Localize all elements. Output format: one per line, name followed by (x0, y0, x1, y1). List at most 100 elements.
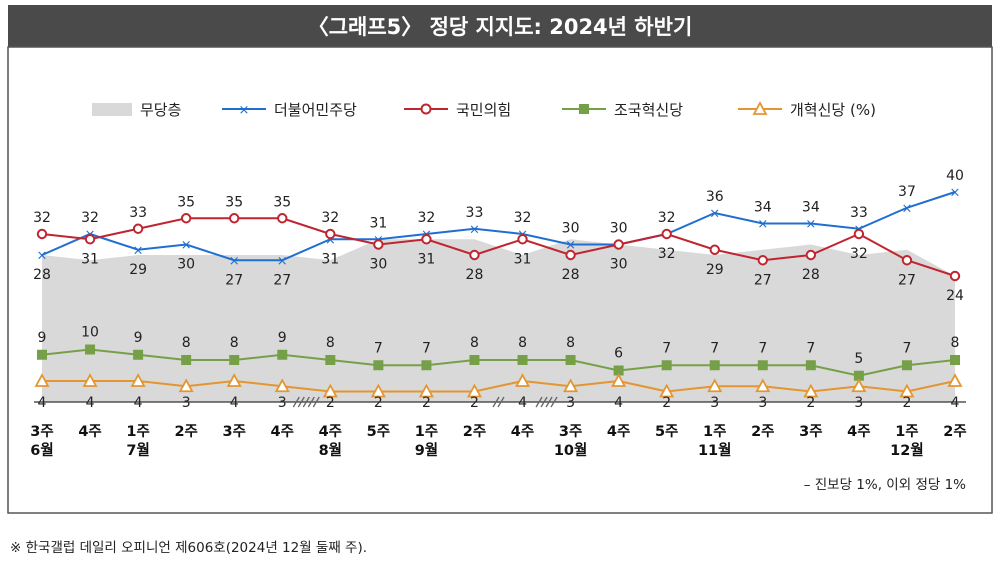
ppp-point (901, 255, 913, 266)
ppp-value-label: 32 (321, 210, 339, 226)
democratic-value-label: 29 (129, 262, 147, 278)
rebuilding-value-label: 7 (662, 340, 671, 356)
x-tick-week-label: 1주 (415, 423, 438, 440)
x-tick-week-label: 4주 (511, 423, 534, 440)
reform-point (466, 383, 482, 398)
democratic-value-label: 27 (225, 272, 243, 288)
reform-point (226, 373, 242, 387)
ppp-point (277, 213, 288, 224)
reform-value-label: 3 (854, 395, 863, 411)
rebuilding-point (421, 360, 432, 371)
democratic-value-label: 32 (418, 210, 436, 226)
reform-value-label: 4 (134, 395, 143, 411)
x-tick-week-label: 4주 (271, 423, 294, 440)
reform-point (370, 383, 386, 398)
reform-value-label: 3 (182, 395, 191, 411)
reform-value-label: 2 (374, 395, 383, 411)
ppp-value-label: 28 (802, 267, 820, 283)
no-party-area (42, 239, 955, 402)
democratic-point: × (37, 249, 48, 264)
x-tick-labels-layer: 3주 6월 4주 1주 7월 2주 3주 4주 4주 8월 5주 1주 9월 2주 4주 3주 10월 4주 5주 1… (30, 423, 966, 459)
reform-point (130, 373, 146, 387)
legend-marker-rebuilding (579, 104, 589, 114)
rebuilding-point (901, 360, 912, 371)
rebuilding-value-label: 8 (230, 335, 239, 351)
ppp-point (757, 255, 768, 266)
legend-label-ppp: 국민의힘 (456, 101, 511, 119)
democratic-point: × (950, 186, 961, 201)
rebuilding-value-label: 9 (134, 330, 143, 346)
x-tick-month-label: 8월 (319, 442, 342, 459)
ppp-point (229, 213, 240, 224)
ppp-value-label: 31 (418, 251, 436, 267)
democratic-point: × (133, 243, 144, 258)
x-tick-week-label: 1주 (703, 423, 726, 440)
ppp-point (565, 249, 576, 261)
ppp-point (373, 239, 384, 250)
democratic-point: × (565, 238, 576, 253)
ppp-value-label: 35 (225, 194, 243, 210)
reform-value-label: 3 (758, 395, 767, 411)
x-tick-week-label: 4주 (847, 423, 870, 440)
ppp-point (853, 228, 865, 240)
reform-value-label: 2 (470, 395, 479, 411)
reform-point (803, 383, 819, 398)
legend-label-democratic: 더불어민주당 (274, 101, 357, 119)
democratic-value-label: 34 (802, 200, 820, 216)
reform-value-label: 2 (902, 395, 911, 411)
series-lines-layer (41, 191, 956, 393)
ppp-value-label: 27 (898, 272, 916, 288)
ppp-line (41, 217, 956, 277)
title-bar (8, 5, 992, 47)
democratic-point: × (229, 254, 240, 269)
democratic-value-label: 30 (177, 257, 195, 273)
rebuilding-value-label: 6 (614, 346, 623, 362)
reform-point (563, 378, 579, 393)
ppp-value-label: 35 (273, 194, 291, 210)
rebuilding-point (853, 370, 864, 381)
democratic-value-label: 27 (273, 272, 291, 288)
rebuilding-point (661, 360, 672, 371)
axis-break-layer (292, 396, 558, 408)
ppp-point (132, 223, 144, 234)
democratic-value-label: 31 (369, 215, 387, 231)
democratic-value-label: 30 (562, 221, 580, 237)
x-tick-month-label: 9월 (415, 442, 438, 459)
x-tick-week-label: 5주 (367, 423, 390, 440)
reform-value-label: 2 (806, 395, 815, 411)
ppp-value-label: 32 (658, 246, 676, 262)
democratic-value-label: 32 (514, 210, 532, 226)
ppp-point (613, 239, 624, 250)
rebuilding-point (469, 355, 480, 365)
ppp-value-label: 33 (129, 205, 147, 221)
reform-point (947, 373, 963, 387)
reform-point (611, 373, 627, 387)
democratic-line (41, 191, 956, 262)
democratic-value-label: 31 (321, 251, 339, 267)
democratic-value-label: 30 (610, 221, 628, 237)
reform-value-label: 4 (38, 395, 47, 411)
axis-break-mark (540, 396, 548, 408)
chart-frame (7, 46, 993, 514)
democratic-point: × (757, 217, 768, 232)
ppp-value-label: 28 (466, 267, 484, 283)
democratic-value-label: 33 (466, 205, 484, 221)
x-tick-month-label: 12월 (890, 442, 924, 459)
ppp-value-label: 30 (610, 257, 628, 273)
rebuilding-line (41, 348, 956, 377)
ppp-value-label: 32 (33, 210, 51, 226)
axis-break-mark (492, 396, 500, 408)
rebuilding-value-label: 7 (902, 340, 911, 356)
reform-point (82, 373, 98, 387)
rebuilding-value-label: 10 (81, 325, 99, 341)
rebuilding-point (613, 365, 624, 376)
reform-value-label: 2 (326, 395, 335, 411)
reform-value-label: 4 (951, 395, 960, 411)
rebuilding-point (85, 344, 96, 355)
ppp-value-label: 24 (946, 288, 964, 304)
democratic-value-label: 34 (754, 200, 772, 216)
reform-value-label: 4 (614, 395, 623, 411)
rebuilding-value-label: 7 (806, 340, 815, 356)
rebuilding-point (37, 349, 47, 360)
rebuilding-point (325, 355, 336, 365)
